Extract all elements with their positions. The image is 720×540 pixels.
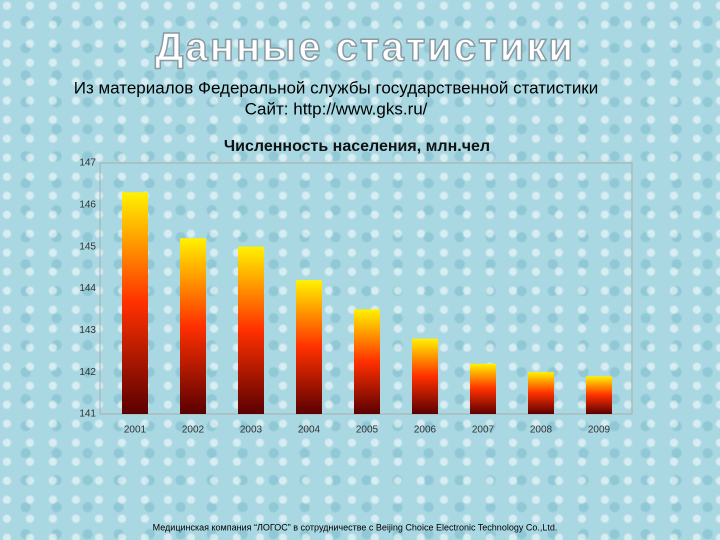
bar xyxy=(296,280,322,414)
y-tick-label: 146 xyxy=(79,199,96,210)
x-tick-label: 2002 xyxy=(182,425,205,436)
x-tick-label: 2006 xyxy=(414,425,437,436)
bar xyxy=(238,246,264,414)
y-tick-label: 142 xyxy=(79,367,96,378)
bar xyxy=(470,363,496,414)
bar xyxy=(180,238,206,414)
x-tick-label: 2005 xyxy=(356,425,379,436)
site: Сайт: http://www.gks.ru/ xyxy=(245,99,428,118)
bar xyxy=(354,309,380,414)
bar xyxy=(528,372,554,414)
y-tick-label: 145 xyxy=(79,241,96,252)
bar xyxy=(412,338,438,414)
chart-title: Численность населения, млн.чел xyxy=(224,138,490,155)
y-tick-label: 143 xyxy=(79,325,96,336)
bar xyxy=(586,376,612,414)
x-tick-label: 2001 xyxy=(124,425,147,436)
y-tick-label: 144 xyxy=(79,283,96,294)
y-tick-label: 147 xyxy=(79,158,96,169)
y-tick-label: 141 xyxy=(79,409,96,420)
x-tick-label: 2003 xyxy=(240,425,263,436)
source: Из материалов Федеральной службы государ… xyxy=(74,78,599,97)
bar xyxy=(122,192,148,414)
x-tick-label: 2007 xyxy=(472,425,495,436)
footer: Медицинская компания “ЛОГОС” в сотруднич… xyxy=(153,522,558,532)
x-tick-label: 2008 xyxy=(530,425,553,436)
x-tick-label: 2004 xyxy=(298,425,321,436)
x-tick-label: 2009 xyxy=(588,425,611,436)
slide-title: Данные статистики xyxy=(155,26,575,70)
